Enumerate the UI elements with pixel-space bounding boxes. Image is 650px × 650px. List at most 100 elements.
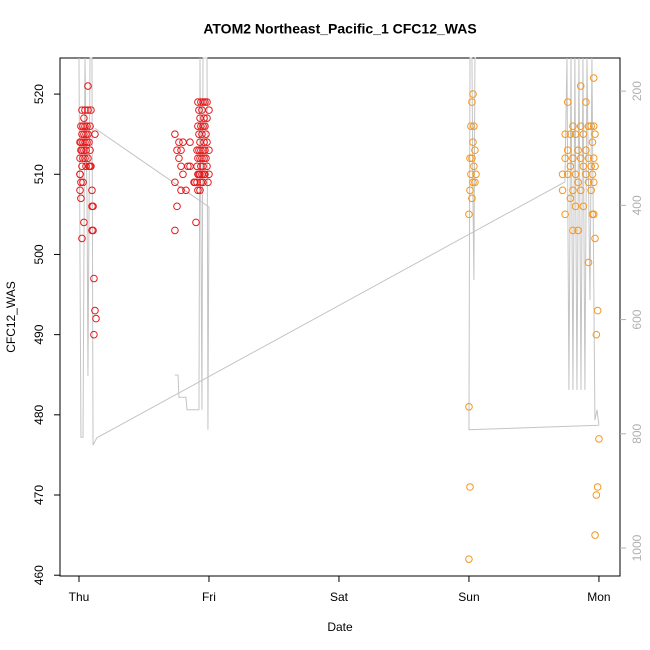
y-tick-label: 480 bbox=[32, 404, 46, 424]
point bbox=[566, 162, 575, 171]
point bbox=[197, 122, 205, 130]
point bbox=[90, 330, 98, 339]
point bbox=[78, 146, 86, 155]
point bbox=[77, 194, 85, 203]
point bbox=[175, 154, 183, 163]
point bbox=[182, 186, 190, 195]
point bbox=[77, 178, 85, 187]
point bbox=[201, 170, 209, 179]
point bbox=[587, 186, 595, 195]
y-tick-label: 500 bbox=[32, 244, 46, 264]
point bbox=[593, 306, 602, 315]
point bbox=[79, 178, 87, 187]
point bbox=[87, 106, 95, 114]
point bbox=[466, 186, 474, 195]
y-tick-label: 510 bbox=[32, 164, 46, 184]
point bbox=[84, 82, 92, 90]
point bbox=[589, 178, 598, 187]
point bbox=[467, 170, 475, 179]
point bbox=[87, 162, 95, 171]
point bbox=[200, 114, 208, 122]
point bbox=[89, 226, 97, 235]
point bbox=[177, 162, 185, 171]
point bbox=[195, 106, 203, 114]
point bbox=[587, 162, 595, 171]
point bbox=[195, 146, 203, 155]
point bbox=[587, 122, 595, 130]
y2-tick-label: 600 bbox=[630, 309, 644, 329]
point bbox=[471, 146, 479, 155]
point bbox=[175, 138, 183, 146]
point bbox=[563, 146, 572, 155]
point bbox=[202, 130, 210, 138]
point bbox=[204, 178, 212, 187]
y2-tick-label: 200 bbox=[630, 81, 644, 101]
point bbox=[79, 138, 87, 146]
point bbox=[78, 130, 86, 138]
point bbox=[579, 162, 588, 171]
y-tick-label: 470 bbox=[32, 485, 46, 505]
point bbox=[593, 483, 602, 491]
point bbox=[91, 306, 99, 315]
y2-tick-label: 1000 bbox=[630, 534, 644, 561]
point bbox=[579, 202, 588, 211]
point bbox=[80, 130, 88, 138]
point bbox=[205, 170, 213, 179]
point bbox=[466, 483, 474, 491]
point bbox=[78, 106, 86, 114]
point bbox=[81, 154, 89, 163]
point bbox=[200, 154, 208, 163]
point bbox=[574, 146, 582, 155]
point bbox=[469, 138, 477, 146]
point bbox=[561, 210, 569, 219]
point bbox=[203, 138, 211, 146]
point bbox=[589, 74, 598, 82]
plot-frame bbox=[59, 57, 621, 577]
point bbox=[576, 122, 585, 130]
point bbox=[89, 202, 97, 211]
point bbox=[171, 226, 179, 235]
point bbox=[203, 162, 211, 171]
point bbox=[467, 122, 475, 130]
point bbox=[468, 194, 476, 203]
point bbox=[591, 234, 599, 243]
point bbox=[199, 98, 207, 106]
point bbox=[584, 154, 593, 163]
point bbox=[584, 122, 593, 130]
point bbox=[80, 218, 88, 227]
point bbox=[199, 178, 207, 187]
point bbox=[91, 130, 99, 138]
point bbox=[199, 146, 207, 155]
point bbox=[569, 226, 577, 235]
point bbox=[81, 122, 89, 130]
point bbox=[576, 82, 585, 90]
point bbox=[84, 106, 92, 114]
point bbox=[571, 130, 580, 138]
point bbox=[179, 138, 187, 146]
point bbox=[197, 146, 205, 155]
point bbox=[179, 170, 187, 179]
y-tick-label: 490 bbox=[32, 324, 46, 344]
point bbox=[468, 98, 476, 106]
point bbox=[558, 186, 567, 195]
point bbox=[569, 186, 577, 195]
point bbox=[177, 186, 185, 195]
x-tick-label: Thu bbox=[69, 590, 90, 604]
point bbox=[469, 90, 477, 98]
point bbox=[82, 130, 90, 138]
point bbox=[82, 146, 90, 155]
point bbox=[198, 130, 206, 138]
point bbox=[184, 162, 192, 171]
point bbox=[82, 162, 90, 171]
point bbox=[571, 170, 580, 179]
point bbox=[193, 146, 201, 155]
point bbox=[558, 170, 567, 179]
point bbox=[202, 154, 210, 163]
point bbox=[582, 98, 590, 106]
point bbox=[80, 114, 88, 122]
point bbox=[471, 178, 479, 187]
point bbox=[92, 314, 100, 323]
point bbox=[199, 122, 207, 130]
point bbox=[203, 98, 211, 106]
